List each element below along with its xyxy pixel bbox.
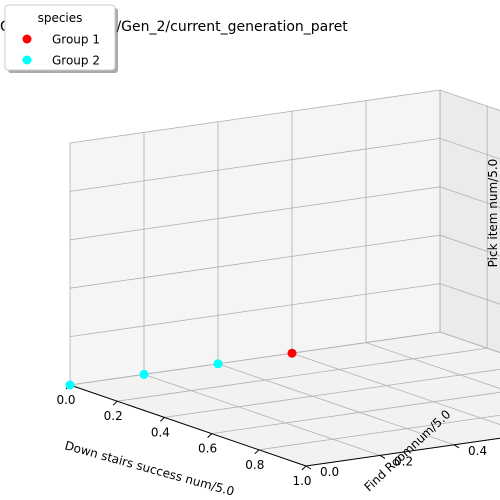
tick-labels: 0.00.20.40.60.81.00.00.20.40.60.81.00.00…	[56, 393, 487, 488]
x-tick-mark	[112, 400, 118, 406]
legend-marker-group-1	[22, 34, 32, 44]
grid-line-y-4	[365, 100, 500, 390]
legend-box	[4, 4, 116, 71]
x-tick-mark	[160, 417, 165, 422]
y-tick-mark	[379, 454, 386, 459]
y-axis-line	[305, 437, 500, 467]
x-tick-mark	[301, 465, 307, 471]
y-tick-mark	[305, 465, 312, 470]
x-tick-label: 1.0	[292, 474, 311, 488]
data-point-group-2-0	[65, 380, 75, 390]
grid-line-z-5	[69, 89, 500, 144]
data-point-group-1-0	[287, 348, 297, 358]
grid-line-y-5	[439, 90, 500, 354]
legend-label-group-1: Group 1	[52, 33, 100, 47]
y-tick-label: 0.4	[468, 444, 487, 458]
legend-label-group-2: Group 2	[52, 54, 100, 68]
grid-line-x-3	[211, 391, 500, 434]
axis-lines	[65, 384, 500, 471]
legend-title: species	[38, 11, 83, 25]
data-points	[65, 348, 297, 390]
back-pane	[440, 90, 500, 353]
y-tick-label: 0.0	[320, 465, 339, 479]
x-tick-label: 0.0	[56, 393, 75, 407]
legend: species Group 1 Group 2	[4, 4, 118, 73]
x-tick-mark	[254, 449, 260, 455]
data-point-group-2-2	[213, 359, 223, 369]
legend-marker-group-2	[22, 55, 32, 65]
x-tick-label: 0.2	[104, 409, 123, 423]
y-tick-label: 0.2	[394, 454, 413, 468]
x-tick-mark	[207, 433, 212, 438]
y-tick-mark	[453, 444, 460, 449]
grid-line-x-2	[164, 368, 500, 418]
z-axis-label: Pick item num/5.0	[486, 159, 500, 268]
x-axis-line	[69, 384, 307, 467]
x-tick-label: 0.4	[151, 425, 170, 439]
data-point-group-2-1	[139, 369, 149, 379]
x-tick-label: 0.8	[245, 458, 264, 472]
axis-panes	[70, 90, 500, 466]
grid-line-x-4	[258, 414, 500, 451]
x-tick-label: 0.6	[198, 442, 217, 456]
side-pane	[70, 90, 440, 385]
floor-pane	[70, 332, 500, 466]
